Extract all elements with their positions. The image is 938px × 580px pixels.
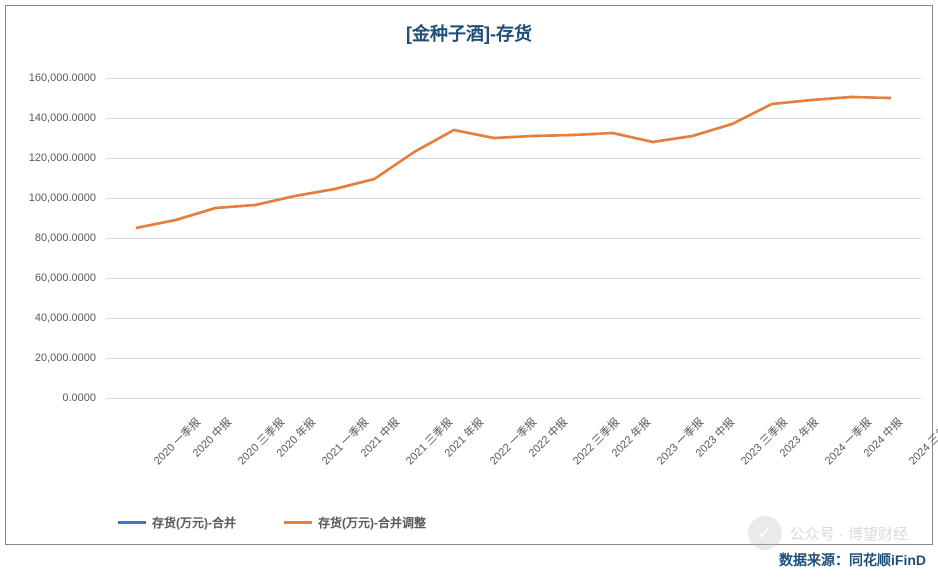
- legend-swatch: [284, 521, 312, 524]
- y-tick-label: 120,000.0000: [29, 152, 96, 164]
- chart-title: [金种子酒]-存货: [6, 20, 932, 46]
- legend-swatch: [118, 521, 146, 524]
- y-tick-label: 80,000.0000: [35, 232, 96, 244]
- plot-area: [106, 78, 921, 398]
- gridline: [106, 398, 921, 399]
- watermark-text: 公众号 · 博望财经: [790, 523, 908, 544]
- watermark: ✓ 公众号 · 博望财经: [748, 516, 908, 550]
- y-tick-label: 100,000.0000: [29, 192, 96, 204]
- series-line: [136, 97, 891, 228]
- y-tick-label: 20,000.0000: [35, 352, 96, 364]
- y-tick-label: 0.0000: [62, 392, 96, 404]
- y-tick-label: 160,000.0000: [29, 72, 96, 84]
- y-tick-label: 40,000.0000: [35, 312, 96, 324]
- series-line: [136, 97, 891, 228]
- legend-label: 存货(万元)-合并: [152, 514, 236, 531]
- y-tick-label: 60,000.0000: [35, 272, 96, 284]
- y-axis-labels: 0.000020,000.000040,000.000060,000.00008…: [6, 78, 101, 398]
- legend-item: 存货(万元)-合并调整: [284, 514, 426, 531]
- x-tick-label: 2024 三季报: [905, 414, 938, 468]
- x-axis-labels: 2020 一季报2020 中报2020 三季报2020 年报2021 一季报20…: [106, 406, 921, 486]
- legend-label: 存货(万元)-合并调整: [318, 514, 426, 531]
- chart-lines-svg: [106, 78, 921, 398]
- wechat-icon: ✓: [748, 516, 782, 550]
- legend-item: 存货(万元)-合并: [118, 514, 236, 531]
- chart-container: [金种子酒]-存货 0.0000 20,000.0000 40,000.0000 60…: [5, 5, 933, 545]
- y-tick-label: 140,000.0000: [29, 112, 96, 124]
- source-credit: 数据来源：同花顺iFinD: [779, 550, 926, 570]
